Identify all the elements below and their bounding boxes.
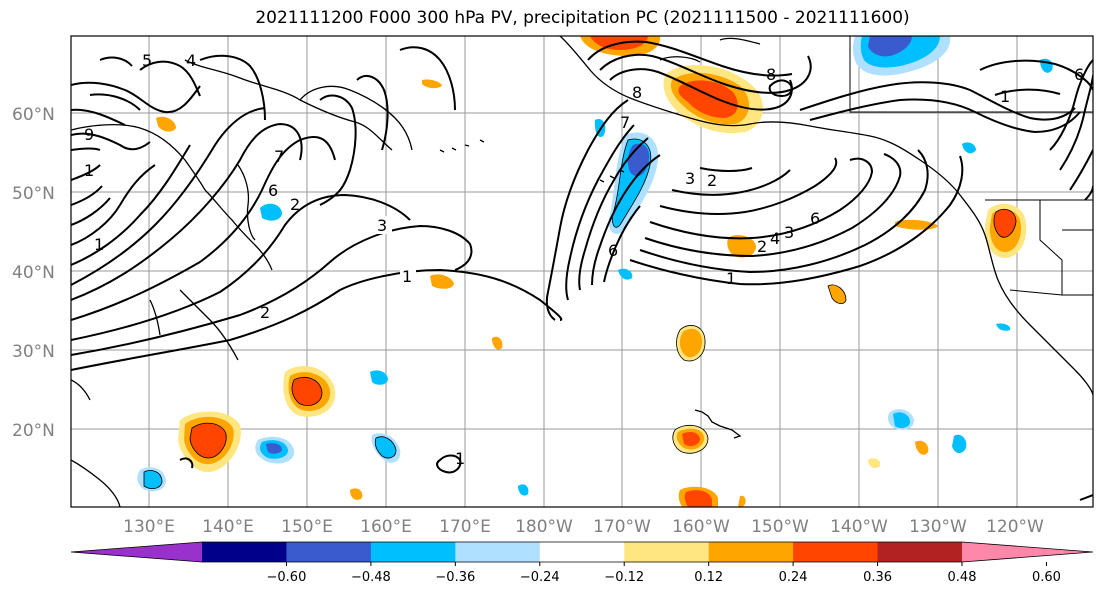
contour-label: 1	[455, 449, 465, 468]
lat-label: 40°N	[12, 263, 55, 283]
colorbar-segment	[370, 542, 456, 562]
lon-label: 130°E	[123, 517, 175, 537]
contour-label: 6	[268, 181, 278, 200]
lon-label: 170°E	[439, 517, 491, 537]
lon-label: 140°E	[202, 517, 254, 537]
colorbar-segment	[624, 542, 710, 562]
longitude-labels: 130°E 140°E 150°E 160°E 170°E 180°W 170°…	[123, 517, 1044, 537]
lon-label: 120°W	[986, 517, 1044, 537]
colorbar: −0.60 −0.48 −0.36 −0.24 −0.12 0.12 0.24 0.36 0.4…	[70, 541, 1094, 585]
lat-label: 20°N	[12, 421, 55, 441]
contour-label: 4	[770, 229, 780, 248]
colorbar-tick-label: 0.36	[863, 570, 892, 585]
contour-label: 1	[402, 267, 412, 286]
contour-label: 2	[290, 195, 300, 214]
lon-label: 150°E	[281, 517, 333, 537]
contour-label: 6	[810, 209, 820, 228]
colorbar-segment	[202, 542, 287, 562]
contour-label: 8	[632, 83, 642, 102]
contour-label: 2	[757, 237, 767, 256]
map-frame	[70, 35, 1094, 508]
contour-label: 3	[685, 169, 695, 188]
contour-label: 1	[726, 269, 736, 288]
colorbar-segment	[877, 542, 963, 562]
contour-label: 1	[1000, 87, 1010, 106]
contour-label: 7	[274, 147, 284, 166]
lon-label: 150°W	[751, 517, 809, 537]
contour-label: 9	[84, 125, 94, 144]
colorbar-tick-label: −0.36	[435, 570, 475, 585]
colorbar-segment	[286, 542, 372, 562]
contour-labels: 3 1 2 6 2 3 8 6 3 2 1 4 7 6 1 8 1 5 4 9 …	[84, 51, 1084, 468]
colorbar-tick-label: 0.12	[694, 570, 723, 585]
contour-label: 2	[260, 303, 270, 322]
lat-label: 30°N	[12, 342, 55, 362]
lon-label: 160°E	[360, 517, 412, 537]
colorbar-tick-label: −0.48	[351, 570, 391, 585]
contour-label: 7	[620, 113, 630, 132]
contour-label: 4	[186, 51, 196, 70]
lon-label: 180°W	[515, 517, 573, 537]
colorbar-tick-label: 0.60	[1032, 570, 1061, 585]
lon-label: 130°W	[909, 517, 967, 537]
lon-label: 140°W	[830, 517, 888, 537]
chart-title: 2021111200 F000 300 hPa PV, precipitatio…	[255, 8, 910, 28]
colorbar-tick-label: −0.12	[604, 570, 644, 585]
lat-label: 60°N	[12, 105, 55, 125]
lat-label: 50°N	[12, 184, 55, 204]
colorbar-extend-low	[71, 542, 202, 562]
colorbar-extend-high	[962, 542, 1093, 562]
colorbar-outline	[70, 541, 1094, 563]
contour-label: 5	[142, 51, 152, 70]
latitude-labels: 60°N 50°N 40°N 30°N 20°N	[12, 105, 55, 441]
colorbar-tick-label: 0.48	[948, 570, 977, 585]
contour-label: 1	[84, 161, 94, 180]
contour-label: 3	[784, 223, 794, 242]
contour-label: 6	[608, 241, 618, 260]
contour-label: 8	[766, 65, 776, 84]
contour-label: 3	[377, 216, 387, 235]
contour-label: 6	[1074, 65, 1084, 84]
lon-label: 160°W	[672, 517, 730, 537]
contour-label: 1	[94, 235, 104, 254]
colorbar-segment	[455, 542, 541, 562]
colorbar-tick-label: −0.60	[267, 570, 307, 585]
colorbar-segment	[539, 542, 625, 562]
colorbar-segment	[793, 542, 879, 562]
colorbar-tick-label: 0.24	[779, 570, 808, 585]
precipitation-shading	[137, 36, 1053, 507]
colorbar-tick-label: −0.24	[520, 570, 560, 585]
precip-outlines	[143, 138, 1017, 490]
colorbar-segment	[708, 542, 794, 562]
pv-contours	[71, 40, 1093, 501]
lon-label: 170°W	[593, 517, 651, 537]
coastlines	[71, 36, 1093, 507]
contour-label: 2	[707, 171, 717, 190]
